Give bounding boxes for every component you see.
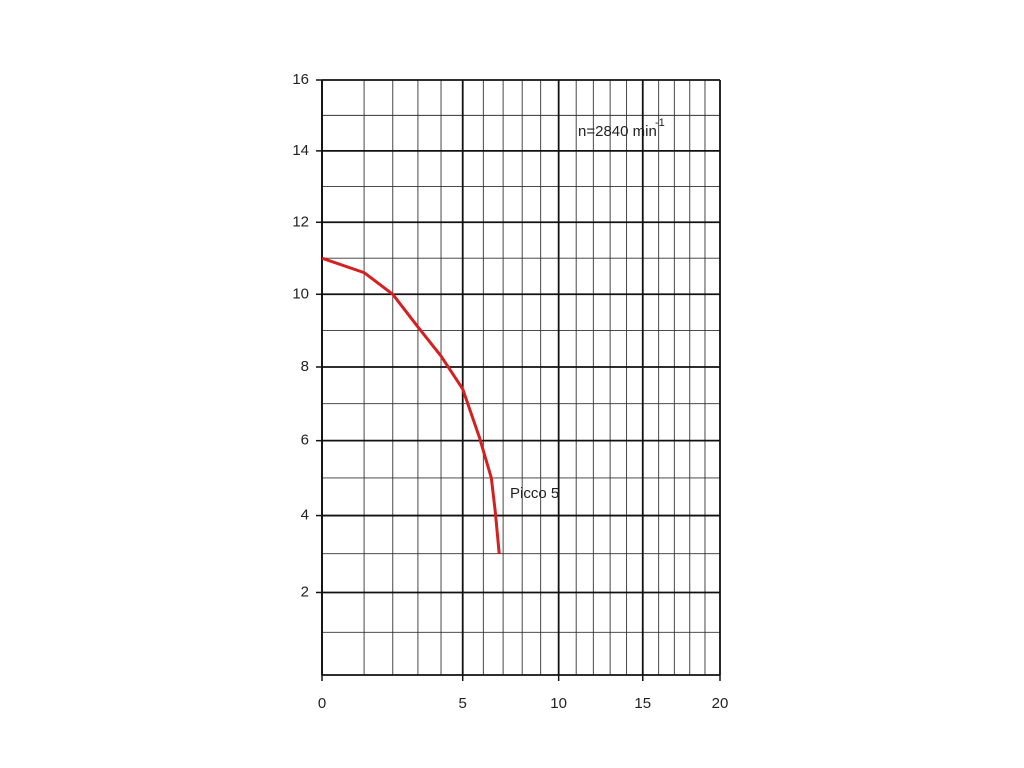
marks [321,256,501,554]
x-tick-label: 20 [712,695,729,712]
annotation-superscript: -1 [655,117,665,129]
x-tick-label: 15 [634,695,651,712]
y-tick-label: 2 [301,583,309,600]
y-tick-label: 12 [292,213,309,230]
series-label: Picco 5 [510,485,559,502]
x-tick-label: 5 [459,695,467,712]
x-tick-label: 10 [550,695,567,712]
x-tick-label: 0 [318,695,326,712]
y-tick-label: 14 [292,142,309,159]
y-tick-label: 4 [301,507,309,524]
y-tick-label: 8 [301,358,309,375]
y-tick-label: 6 [301,432,309,449]
series-line [321,256,501,554]
annotation: n=2840 min [578,123,657,140]
y-tick-label: 16 [292,71,309,88]
grid [316,79,721,681]
y-tick-label: 10 [292,285,309,302]
